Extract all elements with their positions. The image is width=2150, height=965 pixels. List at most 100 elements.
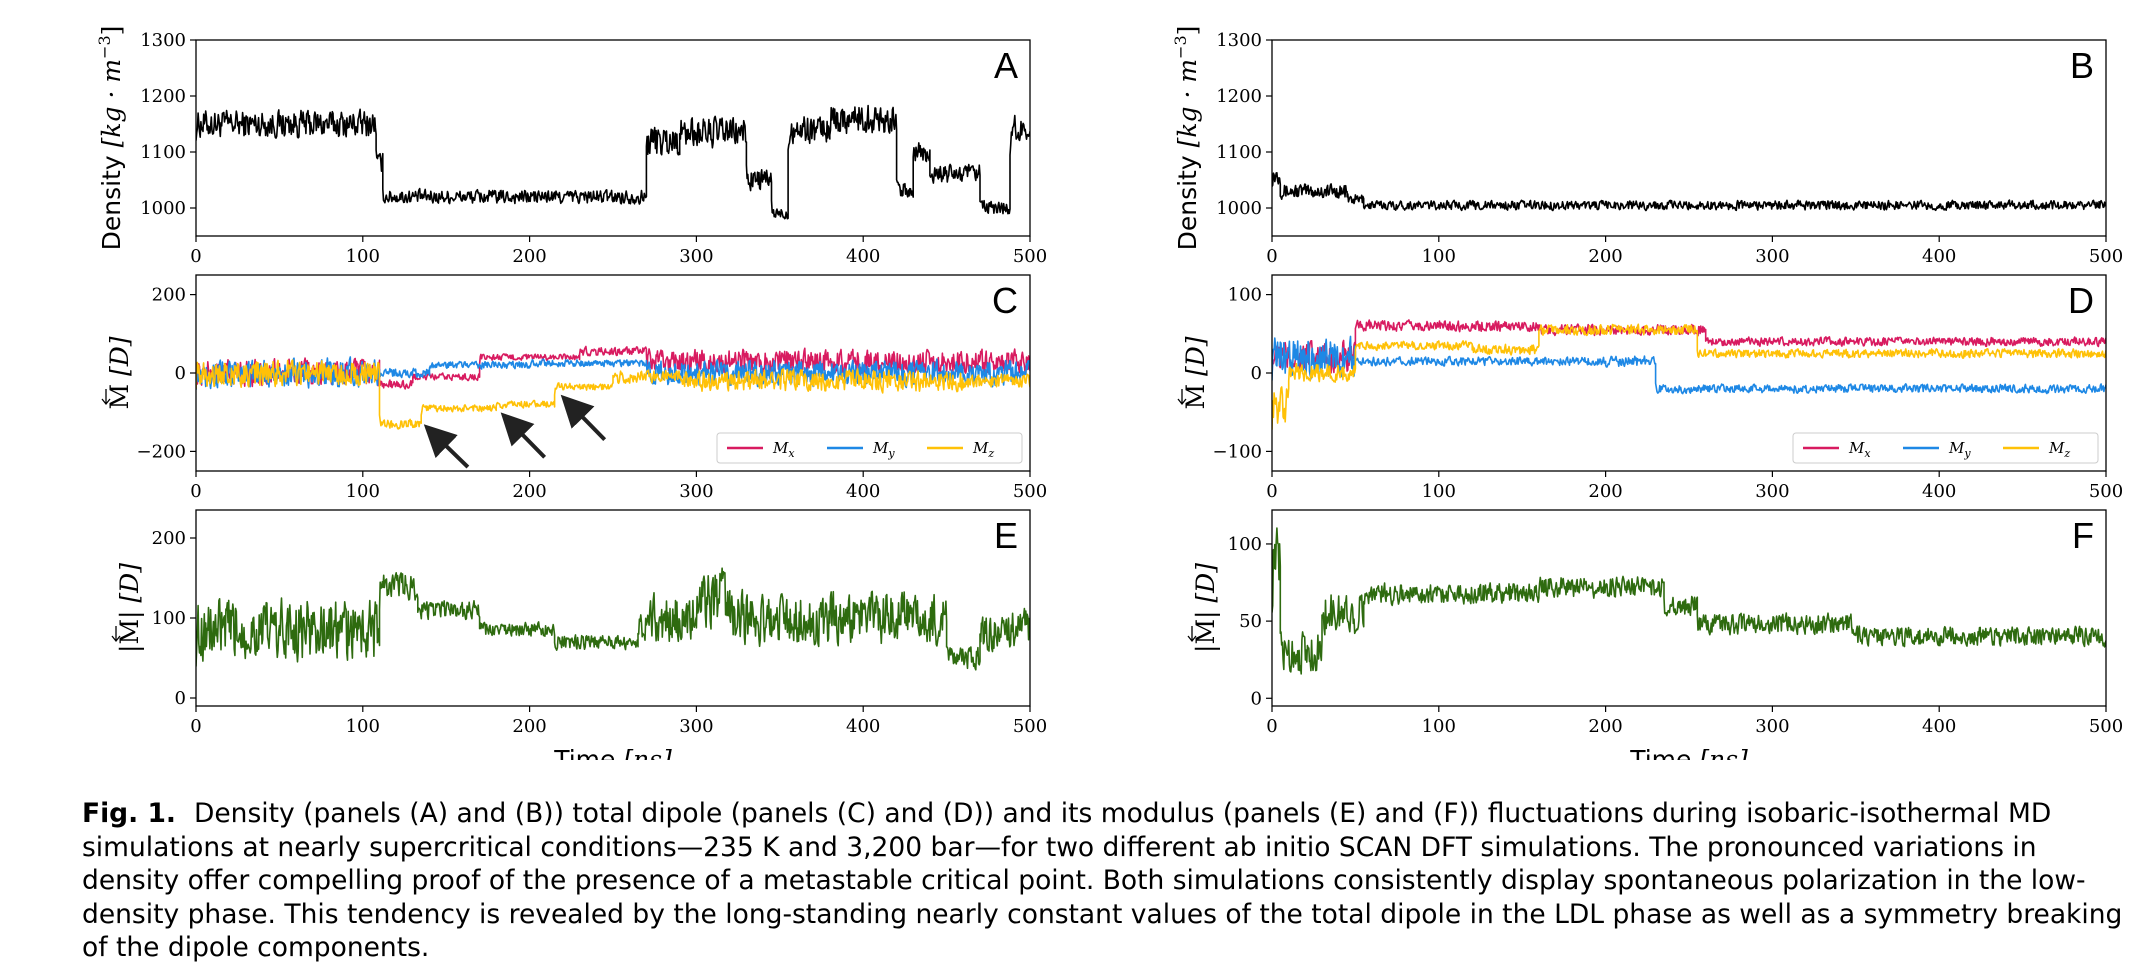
y-tick-label: 1000 (1216, 198, 1262, 219)
y-tick-label: −200 (137, 441, 186, 462)
x-tick-label: 500 (1013, 716, 1047, 737)
y-tick-label: 1300 (1216, 30, 1262, 51)
y-tick-label: 200 (152, 528, 186, 549)
y-tick-label: 100 (1228, 534, 1262, 555)
x-tick-label: 0 (190, 716, 201, 737)
x-tick-label: 300 (1755, 716, 1789, 737)
legend-label: My (1948, 439, 1971, 460)
x-tick-label: 400 (1922, 246, 1956, 267)
x-tick-label: 200 (512, 716, 546, 737)
x-axis-label: Time [ns] (1629, 745, 1748, 760)
y-tick-label: 0 (175, 688, 186, 709)
x-tick-label: 400 (846, 481, 880, 502)
y-tick-label: 1100 (1216, 142, 1262, 163)
y-tick-label: 0 (1251, 688, 1262, 709)
caption-label: Fig. 1. (82, 798, 176, 829)
panel-letter: F (2072, 515, 2094, 556)
legend-label: Mz (2048, 439, 2070, 460)
legend: Mx My Mz (1792, 432, 2099, 464)
x-tick-label: 100 (346, 481, 380, 502)
panel-a: 0 100 200 300 400 500 1000 1100 1200 1300 A Density… (95, 26, 1047, 267)
x-tick-label: 500 (1013, 481, 1047, 502)
y-tick-label: 1200 (140, 86, 186, 107)
y-tick-label: 0 (175, 363, 186, 384)
annotation-arrow (423, 424, 470, 469)
x-tick-label: 100 (1422, 481, 1456, 502)
series-line-b-main (1272, 172, 2106, 212)
x-tick-label: 300 (679, 481, 713, 502)
figure-caption: Fig. 1. Density (panels (A) and (B)) tota… (82, 797, 2142, 965)
figure-graphic: 0 100 200 300 400 5001000110012001300ADensity… (95, 26, 2123, 760)
legend-label: Mx (772, 439, 795, 460)
x-tick-label: 200 (1588, 481, 1622, 502)
y-axis-label: |M| [D] (115, 563, 145, 653)
y-axis-label: M [D] (1181, 336, 1210, 409)
series-line-c-mz (196, 359, 1030, 430)
x-tick-label: 500 (2089, 716, 2123, 737)
y-tick-label: 100 (1228, 285, 1262, 306)
caption-text: Density (panels (A) and (B)) total dipol… (82, 798, 2123, 963)
vector-arrow-head-icon (1187, 635, 1197, 643)
x-axis-label: Time [ns] (553, 745, 672, 760)
panel-f: 0 100 200 300 400 500 0 50 100 F |M| [D] Time [ns] (1187, 509, 2123, 760)
y-tick-label: 1000 (140, 198, 186, 219)
y-axis-label: Density [kg · m−3] (95, 26, 126, 251)
series-line-f-main (1272, 527, 2106, 675)
x-tick-label: 200 (512, 481, 546, 502)
y-tick-label: 0 (1251, 363, 1262, 384)
y-tick-label: 50 (1239, 611, 1262, 632)
annotation-arrow (500, 412, 547, 459)
x-tick-label: 300 (679, 716, 713, 737)
x-tick-label: 100 (1422, 716, 1456, 737)
x-tick-label: 0 (1266, 481, 1277, 502)
axes-frame (1271, 39, 2107, 237)
x-tick-label: 0 (1266, 246, 1277, 267)
panel-b: 0 100 200 300 400 500 1000 1100 1200 1300 B Density… (1171, 26, 2123, 267)
x-tick-label: 100 (346, 246, 380, 267)
x-tick-label: 400 (1922, 481, 1956, 502)
x-tick-label: 200 (1588, 716, 1622, 737)
vector-arrow-head-icon (1177, 398, 1187, 406)
series-line-d-mz (1272, 323, 2106, 430)
x-tick-label: 200 (512, 246, 546, 267)
x-tick-label: 100 (1422, 246, 1456, 267)
series-line-a-main (196, 104, 1030, 220)
series-line-e-main (196, 567, 1030, 671)
y-tick-label: 1300 (140, 30, 186, 51)
panel-e: 0 100 200 300 400 500 0 100 200 E |M| [D] Time [ns] (111, 509, 1047, 760)
x-tick-label: 500 (2089, 481, 2123, 502)
axes-frame (195, 39, 1031, 237)
x-tick-label: 500 (2089, 246, 2123, 267)
x-tick-label: 100 (346, 716, 380, 737)
series-line-d-my (1272, 335, 2106, 395)
y-tick-label: 200 (152, 285, 186, 306)
legend: Mx My Mz (716, 432, 1023, 464)
y-tick-label: 1100 (140, 142, 186, 163)
annotation-arrow (560, 394, 607, 442)
x-tick-label: 400 (846, 246, 880, 267)
y-axis-label: Density [kg · m−3] (1171, 26, 1202, 251)
x-tick-label: 300 (679, 246, 713, 267)
y-axis-label: M [D] (105, 336, 134, 409)
x-tick-label: 0 (190, 246, 201, 267)
x-tick-label: 400 (846, 716, 880, 737)
x-tick-label: 400 (1922, 716, 1956, 737)
x-tick-label: 0 (190, 481, 201, 502)
vector-arrow-head-icon (101, 398, 111, 406)
panel-letter: E (994, 515, 1018, 556)
y-tick-label: −100 (1213, 441, 1262, 462)
panel-letter: C (992, 280, 1018, 321)
y-tick-label: 1200 (1216, 86, 1262, 107)
x-tick-label: 300 (1755, 246, 1789, 267)
vector-arrow-head-icon (111, 635, 121, 643)
y-tick-label: 100 (152, 608, 186, 629)
legend-label: My (872, 439, 895, 460)
legend-label: Mx (1848, 439, 1871, 460)
x-tick-label: 200 (1588, 246, 1622, 267)
legend-label: Mz (972, 439, 994, 460)
x-tick-label: 500 (1013, 246, 1047, 267)
axes-frame (1271, 509, 2107, 707)
panel-letter: D (2068, 280, 2094, 321)
